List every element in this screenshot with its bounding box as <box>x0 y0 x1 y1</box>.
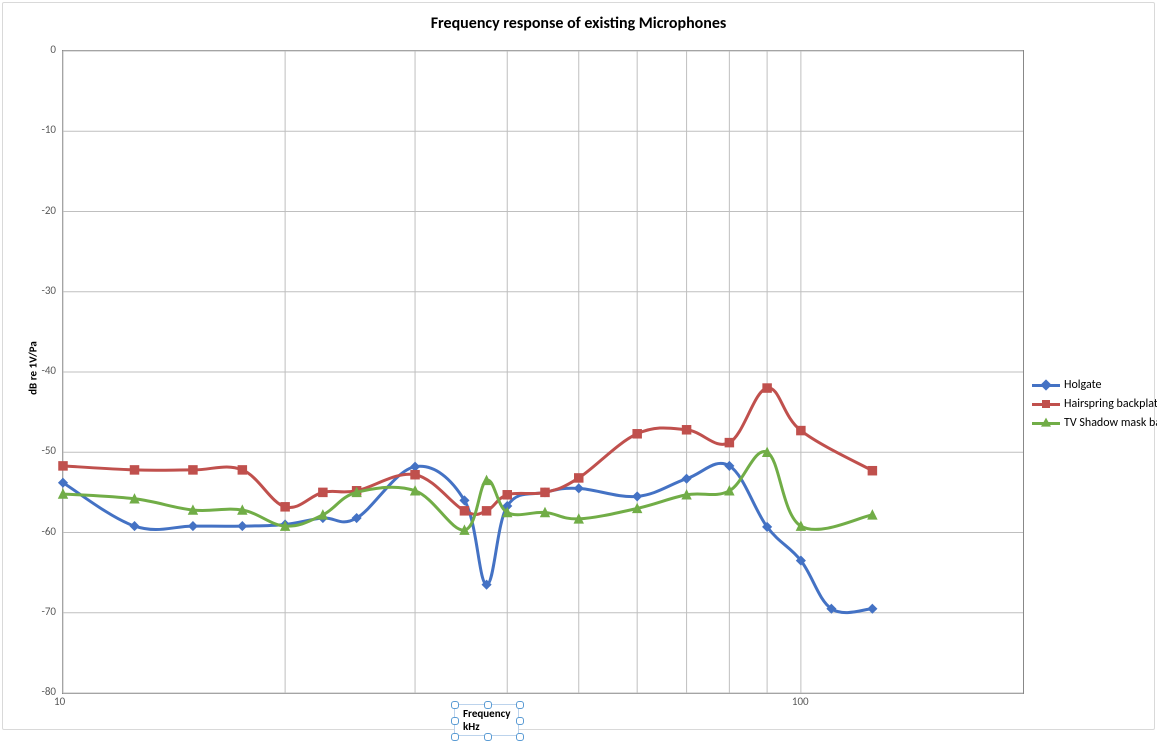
selection-handle[interactable] <box>451 701 459 709</box>
series-marker <box>131 495 139 503</box>
series-marker <box>411 487 419 495</box>
y-tick-label: -40 <box>41 364 56 377</box>
series-marker <box>411 471 419 479</box>
y-axis-label: dB re 1V/Pa <box>26 341 39 395</box>
legend-label: Hairspring backplate <box>1064 397 1157 411</box>
y-tick-label: -50 <box>41 444 56 457</box>
x-tick-label: 100 <box>792 695 809 708</box>
series-marker <box>131 522 139 530</box>
series-marker <box>281 503 289 511</box>
series-marker <box>411 463 419 471</box>
y-tick-label: -20 <box>41 204 56 217</box>
series-marker <box>541 488 549 496</box>
series-marker <box>189 522 197 530</box>
plot-area <box>62 50 1024 694</box>
series-marker <box>131 466 139 474</box>
y-tick-label: 0 <box>50 43 56 56</box>
series-marker <box>541 508 549 516</box>
selection-handle[interactable] <box>484 733 492 741</box>
legend-item: TV Shadow mask backplate <box>1032 416 1157 430</box>
series-marker <box>59 490 67 498</box>
chart-title: Frequency response of existing Microphon… <box>0 14 1157 33</box>
series-marker <box>59 462 67 470</box>
legend-label: Holgate <box>1064 378 1101 392</box>
series-marker <box>575 474 583 482</box>
chart-container: Frequency response of existing Microphon… <box>0 0 1157 736</box>
series-marker <box>319 488 327 496</box>
series-marker <box>460 507 468 515</box>
series-marker <box>503 491 511 499</box>
series-marker <box>868 511 876 519</box>
legend-label: TV Shadow mask backplate <box>1064 416 1157 430</box>
selection-handle[interactable] <box>516 701 524 709</box>
series-marker <box>683 475 691 483</box>
series-marker <box>238 466 246 474</box>
series-line-holgate <box>63 463 872 612</box>
series-line-tv-shadow-mask-backplate <box>63 452 872 531</box>
legend-item: Holgate <box>1032 378 1157 392</box>
series-marker <box>189 506 197 514</box>
selection-handle[interactable] <box>516 733 524 741</box>
series-marker <box>797 427 805 435</box>
selection-handle[interactable] <box>484 701 492 709</box>
series-marker <box>868 605 876 613</box>
legend: Holgate Hairspring backplate TV Shadow mas… <box>1032 378 1157 435</box>
y-tick-label: -30 <box>41 284 56 297</box>
series-marker <box>633 504 641 512</box>
series-marker <box>575 515 583 523</box>
y-tick-label: -70 <box>41 605 56 618</box>
series-marker <box>633 430 641 438</box>
series-marker <box>633 492 641 500</box>
y-tick-label: -10 <box>41 123 56 136</box>
series-marker <box>683 491 691 499</box>
plot-svg <box>63 51 1023 693</box>
series-marker <box>725 439 733 447</box>
series-marker <box>683 426 691 434</box>
selection-handle[interactable] <box>451 733 459 741</box>
series-marker <box>238 506 246 514</box>
selection-handle[interactable] <box>451 717 459 725</box>
selection-handle[interactable] <box>516 717 524 725</box>
series-marker <box>763 384 771 392</box>
y-tick-label: -60 <box>41 525 56 538</box>
series-marker <box>868 467 876 475</box>
series-marker <box>763 448 771 456</box>
series-marker <box>483 507 491 515</box>
series-marker <box>575 484 583 492</box>
x-tick-label: 10 <box>54 695 65 708</box>
series-marker <box>238 522 246 530</box>
series-marker <box>483 476 491 484</box>
legend-item: Hairspring backplate <box>1032 397 1157 411</box>
series-marker <box>189 466 197 474</box>
